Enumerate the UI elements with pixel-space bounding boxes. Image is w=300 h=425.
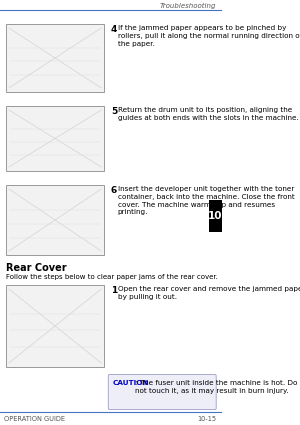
Text: Follow the steps below to clear paper jams of the rear cover.: Follow the steps below to clear paper ja… — [6, 274, 218, 280]
Text: Troubleshooting: Troubleshooting — [160, 3, 217, 9]
Bar — [6, 285, 104, 367]
Bar — [6, 24, 104, 92]
Text: Insert the developer unit together with the toner
container, back into the machi: Insert the developer unit together with … — [118, 186, 294, 215]
FancyBboxPatch shape — [108, 374, 216, 410]
Text: Rear Cover: Rear Cover — [6, 263, 67, 273]
Text: OPERATION GUIDE: OPERATION GUIDE — [4, 416, 65, 422]
Text: : The fuser unit inside the machine is hot. Do
not touch it, as it may result in: : The fuser unit inside the machine is h… — [134, 380, 297, 394]
Text: 4: 4 — [111, 25, 117, 34]
Text: 5: 5 — [111, 107, 117, 116]
Text: Open the rear cover and remove the jammed paper
by pulling it out.: Open the rear cover and remove the jamme… — [118, 286, 300, 300]
Bar — [209, 200, 222, 232]
Text: Return the drum unit to its position, aligning the
guides at both ends with the : Return the drum unit to its position, al… — [118, 107, 298, 121]
Text: CAUTION: CAUTION — [112, 380, 149, 386]
Text: 10-15: 10-15 — [197, 416, 217, 422]
Text: If the jammed paper appears to be pinched by
rollers, pull it along the normal r: If the jammed paper appears to be pinche… — [118, 25, 300, 46]
Text: 6: 6 — [111, 186, 117, 195]
Bar — [6, 106, 104, 171]
Text: 10: 10 — [208, 211, 223, 221]
Bar — [6, 185, 104, 255]
Text: 1: 1 — [111, 286, 117, 295]
